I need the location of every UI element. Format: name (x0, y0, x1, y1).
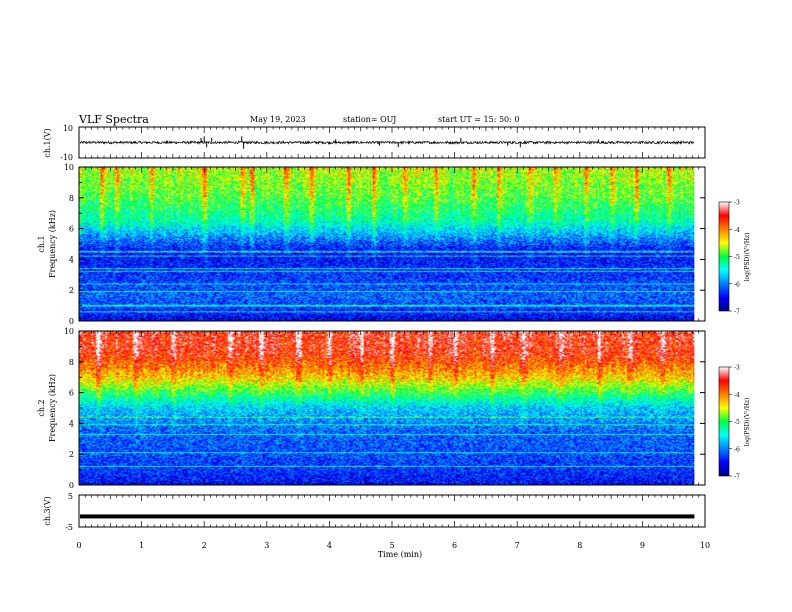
time-tick-label: 8 (577, 541, 582, 550)
colorbar-tick-label: -4 (734, 392, 740, 399)
ch1-spectrogram-ylabel-line1: ch.1 (37, 235, 46, 252)
time-tick-label: 5 (389, 541, 394, 550)
ch1-panel: 10 -10 ch.1(V) (43, 124, 706, 162)
time-tick-label: 6 (452, 541, 457, 550)
colorbar-tick-label: -5 (734, 419, 740, 426)
ch3-ylabel: ch.3(V) (43, 496, 52, 525)
ytick-label: 2 (69, 286, 74, 295)
date-label: May 19, 2023 (250, 115, 306, 124)
ch1-ylabel: ch.1(V) (43, 128, 52, 157)
start-time-label: start UT = 15: 50: 0 (438, 115, 519, 124)
ch1-spikes (200, 136, 600, 149)
ch2-colorbar: -3 -4 -5 -6 -7 log(PSD)(V²/Hz) (718, 365, 751, 481)
time-tick-label: 2 (202, 541, 207, 550)
ch1-trace (79, 139, 695, 145)
ch1-spectrogram-panel: 0 2 4 6 8 10 ch.1 Frequency (kHz) (37, 163, 706, 326)
ch1-colorbar: -3 -4 -5 -6 -7 log(PSD)(V²/Hz) (718, 200, 751, 316)
header: VLF Spectra May 19, 2023 station= OUJ st… (78, 113, 519, 126)
time-tick-label: 9 (640, 541, 645, 550)
ytick-label: 10 (64, 163, 74, 172)
ch1-colorbar-label: log(PSD)(V²/Hz) (744, 233, 751, 282)
ytick-label: 2 (69, 450, 74, 459)
colorbar-tick-label: -6 (734, 446, 740, 453)
time-axis-ticks (78, 127, 706, 527)
ch2-spectrogram-ylabel-line1: ch.2 (37, 399, 46, 416)
ytick-label: 8 (69, 358, 74, 367)
colorbar-tick-label: -3 (734, 200, 740, 207)
time-tick-label: 3 (264, 541, 269, 550)
ch1-ytick-top: 10 (63, 124, 73, 133)
ytick-label: 4 (69, 255, 74, 264)
ch2-spectrogram-ylabel-line2: Frequency (kHz) (48, 374, 57, 442)
ch1-colorbar-ticks: -3 -4 -5 -6 -7 (729, 200, 740, 316)
ch2-spectrogram-panel: 0 2 4 6 8 10 ch.2 Frequency (kHz) (37, 327, 706, 490)
colorbar-tick-label: -7 (734, 309, 740, 316)
ytick-label: 0 (69, 481, 74, 490)
ch2-spectrogram-image (79, 331, 695, 485)
ytick-label: 6 (69, 225, 74, 234)
ytick-label: 10 (64, 327, 74, 336)
ch3-ytick-bottom: -5 (65, 523, 73, 532)
time-tick-label: 10 (700, 541, 710, 550)
ytick-label: 0 (69, 317, 74, 326)
time-tick-label: 1 (139, 541, 144, 550)
colorbar-tick-label: -5 (734, 254, 740, 261)
station-label: station= OUJ (343, 115, 396, 124)
time-tick-label: 7 (515, 541, 520, 550)
ch1-colorbar-scale (718, 201, 730, 312)
ch1-spectrogram-yticks: 0 2 4 6 8 10 (64, 163, 705, 326)
ytick-label: 4 (69, 419, 74, 428)
ch2-colorbar-scale (718, 366, 730, 477)
colorbar-tick-label: -6 (734, 281, 740, 288)
time-axis-label: Time (min) (378, 550, 422, 559)
ch1-ytick-bottom: -10 (60, 153, 73, 162)
ytick-label: 6 (69, 389, 74, 398)
time-tick-label: 4 (327, 541, 332, 550)
time-axis-tick-labels: 0 1 2 3 4 5 6 7 8 9 10 (76, 541, 710, 550)
time-tick-label: 0 (76, 541, 81, 550)
colorbar-tick-label: -3 (734, 365, 740, 372)
colorbar-tick-label: -4 (734, 227, 740, 234)
ytick-label: 8 (69, 194, 74, 203)
colorbar-tick-label: -7 (734, 474, 740, 481)
ch2-colorbar-ticks: -3 -4 -5 -6 -7 (729, 365, 740, 481)
ch1-spectrogram-image (79, 167, 695, 321)
ch3-panel: 5 -5 ch.3(V) (43, 492, 706, 532)
ch2-spectrogram-yticks: 0 2 4 6 8 10 (64, 327, 705, 490)
ch3-ytick-top: 5 (68, 492, 73, 501)
ch1-spectrogram-ylabel-line2: Frequency (kHz) (48, 210, 57, 278)
ch2-colorbar-label: log(PSD)(V²/Hz) (744, 398, 751, 447)
figure-title: VLF Spectra (78, 113, 149, 126)
ch3-trace (80, 514, 695, 519)
